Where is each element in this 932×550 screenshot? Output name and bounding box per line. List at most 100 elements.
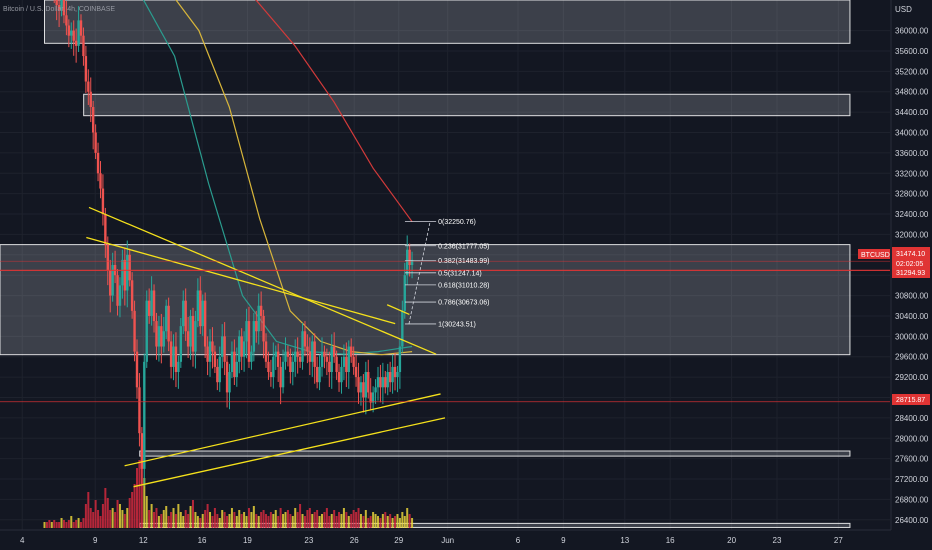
candle-body	[91, 107, 95, 133]
y-tick-label: 34800.00	[895, 88, 929, 97]
candle-body	[289, 356, 292, 373]
volume-bar	[391, 518, 394, 528]
volume-bar	[398, 518, 401, 528]
volume-bar	[138, 460, 141, 528]
candle-body	[396, 372, 399, 378]
trendline[interactable]	[86, 236, 396, 325]
volume-bar	[362, 516, 365, 528]
fib-retracement[interactable]: 0(32250.76) 0.236(31777.05) 0.382(31483.99…	[404, 219, 490, 328]
zone-rect	[139, 450, 851, 457]
volume-bar	[182, 516, 185, 528]
upper-level-text: 31294.93	[896, 270, 925, 277]
candle-body	[220, 336, 224, 357]
x-tick-label: 6	[516, 536, 521, 545]
upper-level-tag	[892, 267, 930, 278]
volume-bar	[67, 520, 70, 528]
x-tick-label: 13	[620, 536, 629, 545]
fib-level-label: 0.618(31010.28)	[438, 282, 489, 289]
candle-body	[393, 366, 397, 378]
candle-body	[203, 300, 207, 347]
volume-bar	[243, 512, 246, 528]
last-price-tag	[892, 247, 930, 269]
candle-body	[199, 290, 202, 327]
candle-body	[337, 372, 341, 383]
x-tick-label: 19	[243, 536, 252, 545]
volume-bar	[216, 514, 219, 528]
volume-bar	[272, 514, 275, 528]
candle-body	[374, 387, 377, 393]
candle-body	[381, 377, 385, 388]
volume-bar	[355, 512, 358, 528]
candle-body	[403, 275, 406, 311]
volume-bar	[394, 516, 397, 528]
volume-bar	[118, 504, 121, 528]
candle-body	[123, 259, 127, 291]
trendlines[interactable]	[86, 206, 446, 488]
volume-bar	[43, 522, 46, 528]
candle-body	[104, 214, 107, 245]
trendline[interactable]	[386, 304, 410, 316]
volume-bar	[55, 522, 58, 528]
candle-body	[94, 132, 97, 153]
volume-bar	[347, 516, 350, 528]
volume-bar	[104, 488, 107, 528]
volume-bar	[75, 520, 78, 528]
y-tick-label: 32400.00	[895, 210, 929, 219]
candle-body	[77, 20, 80, 46]
candle-body	[238, 336, 241, 362]
volume-bar	[403, 516, 406, 528]
candle-body	[157, 326, 161, 347]
fib-level-label: 0.236(31777.05)	[438, 243, 489, 250]
time-axis[interactable]	[0, 530, 932, 550]
volume-bar	[99, 516, 102, 528]
volume-bar	[265, 514, 268, 528]
candle-body	[145, 300, 148, 362]
volume-bar	[170, 512, 173, 528]
candle-body	[311, 341, 314, 362]
candle-body	[186, 331, 190, 347]
volume-bar	[204, 510, 207, 528]
volume-bar	[308, 508, 311, 528]
candle-body	[167, 305, 170, 342]
volume-bar	[228, 514, 231, 528]
candle-body	[362, 382, 365, 398]
candle-body	[133, 310, 136, 352]
volume-bar	[128, 498, 131, 528]
candle-body	[367, 372, 370, 393]
y-tick-label: 36000.00	[895, 27, 929, 36]
volume-bar	[296, 512, 299, 528]
volume-bar	[82, 518, 85, 528]
volume-bar	[282, 514, 285, 528]
candle-body	[57, 5, 61, 11]
volume-bar	[194, 512, 197, 528]
y-tick-label: 26400.00	[895, 516, 929, 525]
trendline[interactable]	[133, 417, 446, 488]
volume-bar	[252, 506, 255, 528]
candle-body	[235, 361, 239, 378]
volume-bar	[401, 512, 404, 528]
volume-bar	[53, 520, 56, 528]
lower-level-tag	[892, 394, 930, 405]
candle-body	[128, 254, 131, 281]
volume-bar	[396, 514, 399, 528]
last-price-text: 31474.10	[896, 251, 925, 258]
volume-bar	[286, 510, 289, 528]
trendline[interactable]	[124, 393, 441, 467]
volume-bar	[48, 520, 51, 528]
candle-body	[340, 366, 343, 383]
candle-body	[165, 305, 168, 332]
candle-body	[84, 56, 88, 82]
volume-bar	[267, 516, 270, 528]
trendline[interactable]	[88, 206, 437, 355]
candle-body	[135, 351, 139, 388]
volume-bar	[313, 512, 316, 528]
candle-body	[216, 366, 219, 383]
x-tick-label: 9	[93, 536, 98, 545]
volume-bar	[294, 508, 297, 528]
candle-body	[279, 366, 282, 388]
volume-bar	[165, 506, 168, 528]
volume-bar	[372, 512, 375, 528]
grid	[0, 0, 890, 530]
y-tick-label: 26800.00	[895, 495, 929, 504]
